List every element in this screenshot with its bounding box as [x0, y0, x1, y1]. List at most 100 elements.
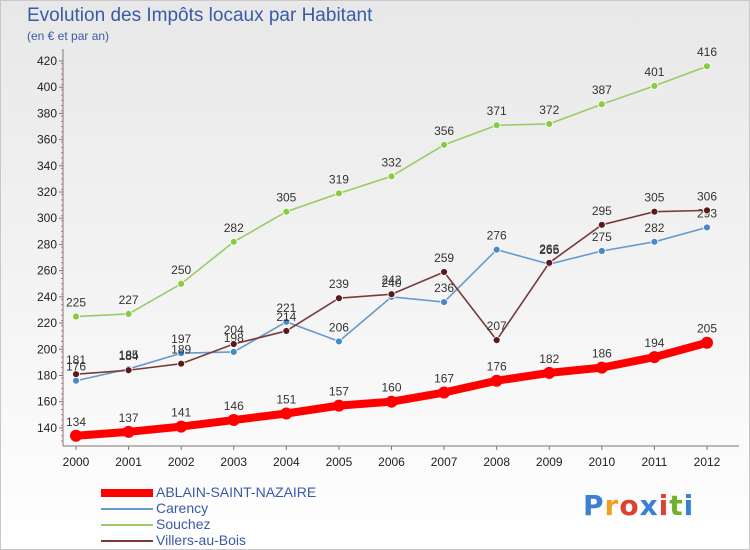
data-point: [335, 294, 343, 303]
data-label: 157: [329, 385, 349, 399]
data-point: [282, 207, 291, 216]
data-point: [650, 207, 659, 216]
legend-swatch: [101, 508, 153, 510]
y-tick-label: 320: [37, 185, 57, 199]
data-point: [703, 62, 711, 71]
data-label: 372: [539, 103, 559, 117]
data-label: 189: [171, 343, 191, 357]
y-tick-label: 380: [37, 106, 57, 120]
data-label: 182: [539, 352, 559, 366]
data-point: [648, 351, 661, 364]
series-line-1: [75, 226, 708, 382]
data-label: 250: [171, 263, 191, 277]
x-tick-label: 2007: [431, 455, 458, 469]
data-point: [440, 268, 448, 276]
data-label: 151: [276, 392, 296, 406]
x-tick-label: 2000: [63, 455, 90, 469]
legend-swatch: [101, 524, 153, 526]
x-tick-label: 2012: [694, 455, 721, 469]
data-label: 239: [329, 277, 349, 291]
data-point: [177, 359, 186, 368]
x-tick-label: 2010: [588, 455, 615, 469]
data-label: 332: [381, 155, 401, 169]
data-point: [492, 336, 501, 345]
data-point: [175, 420, 188, 433]
logo-letter: i: [658, 489, 670, 522]
data-label: 134: [66, 415, 86, 429]
data-label: 176: [487, 360, 507, 374]
data-label: 206: [329, 320, 349, 334]
data-label: 265: [539, 243, 559, 257]
data-label: 356: [434, 124, 454, 138]
data-label: 205: [697, 322, 717, 336]
data-point: [124, 309, 133, 318]
data-point: [177, 349, 186, 358]
legend-label: Villers-au-Bois: [156, 532, 246, 548]
data-point: [545, 258, 554, 267]
data-label: 204: [224, 323, 244, 337]
x-tick-label: 2002: [168, 455, 195, 469]
y-tick-label: 160: [37, 395, 57, 409]
data-point: [387, 172, 396, 181]
data-label: 242: [381, 273, 401, 287]
data-label: 227: [119, 293, 139, 307]
y-tick-label: 200: [37, 342, 57, 356]
y-tick-label: 180: [37, 368, 57, 382]
y-tick-label: 300: [37, 211, 57, 225]
x-tick-label: 2003: [220, 455, 247, 469]
data-label: 186: [592, 347, 612, 361]
data-label: 295: [592, 204, 612, 218]
data-label: 207: [487, 319, 507, 333]
data-label: 305: [276, 191, 296, 205]
x-tick-label: 2005: [326, 455, 353, 469]
y-tick-label: 420: [37, 54, 57, 68]
data-point: [280, 407, 293, 420]
y-tick-label: 140: [37, 421, 57, 435]
data-point: [122, 425, 135, 438]
data-point: [597, 220, 606, 229]
y-tick-label: 240: [37, 290, 57, 304]
data-point: [335, 189, 343, 198]
data-point: [650, 81, 659, 90]
x-tick-label: 2011: [642, 455, 668, 469]
data-point: [385, 395, 398, 408]
data-label: 160: [381, 381, 401, 395]
chart-subtitle: (en € et par an): [27, 29, 110, 43]
y-tick-label: 260: [37, 264, 57, 278]
logo-letter: i: [683, 489, 695, 522]
legend-label: Carency: [156, 500, 209, 516]
data-point: [229, 237, 238, 246]
data-point: [701, 336, 713, 349]
data-label: 319: [329, 172, 349, 186]
chart-title: Evolution des Impôts locaux par Habitant: [27, 5, 373, 26]
data-label: 371: [487, 104, 507, 118]
x-tick-label: 2008: [483, 455, 510, 469]
data-label: 259: [434, 251, 454, 265]
data-point: [72, 312, 80, 321]
data-point: [492, 121, 501, 130]
data-point: [543, 366, 556, 379]
logo-letter: t: [669, 489, 684, 522]
data-label: 276: [487, 229, 507, 243]
data-label: 137: [119, 411, 139, 425]
data-label: 282: [644, 221, 664, 235]
data-point: [492, 245, 501, 254]
data-point: [440, 140, 448, 149]
logo-letter: P: [583, 489, 605, 522]
y-tick-label: 220: [37, 316, 57, 330]
data-label: 401: [644, 65, 664, 79]
logo-letter: x: [639, 489, 659, 522]
data-label: 198: [224, 331, 244, 345]
data-point: [490, 374, 503, 387]
data-label: 176: [66, 360, 86, 374]
data-point: [440, 298, 448, 307]
y-tick-label: 280: [37, 237, 57, 251]
legend-label: ABLAIN-SAINT-NAZAIRE: [156, 484, 317, 500]
data-label: 387: [592, 83, 612, 97]
y-tick-label: 400: [37, 80, 57, 94]
proxiti-logo: Proxiti: [583, 489, 694, 522]
data-label: 225: [66, 296, 86, 310]
data-label: 146: [224, 399, 244, 413]
